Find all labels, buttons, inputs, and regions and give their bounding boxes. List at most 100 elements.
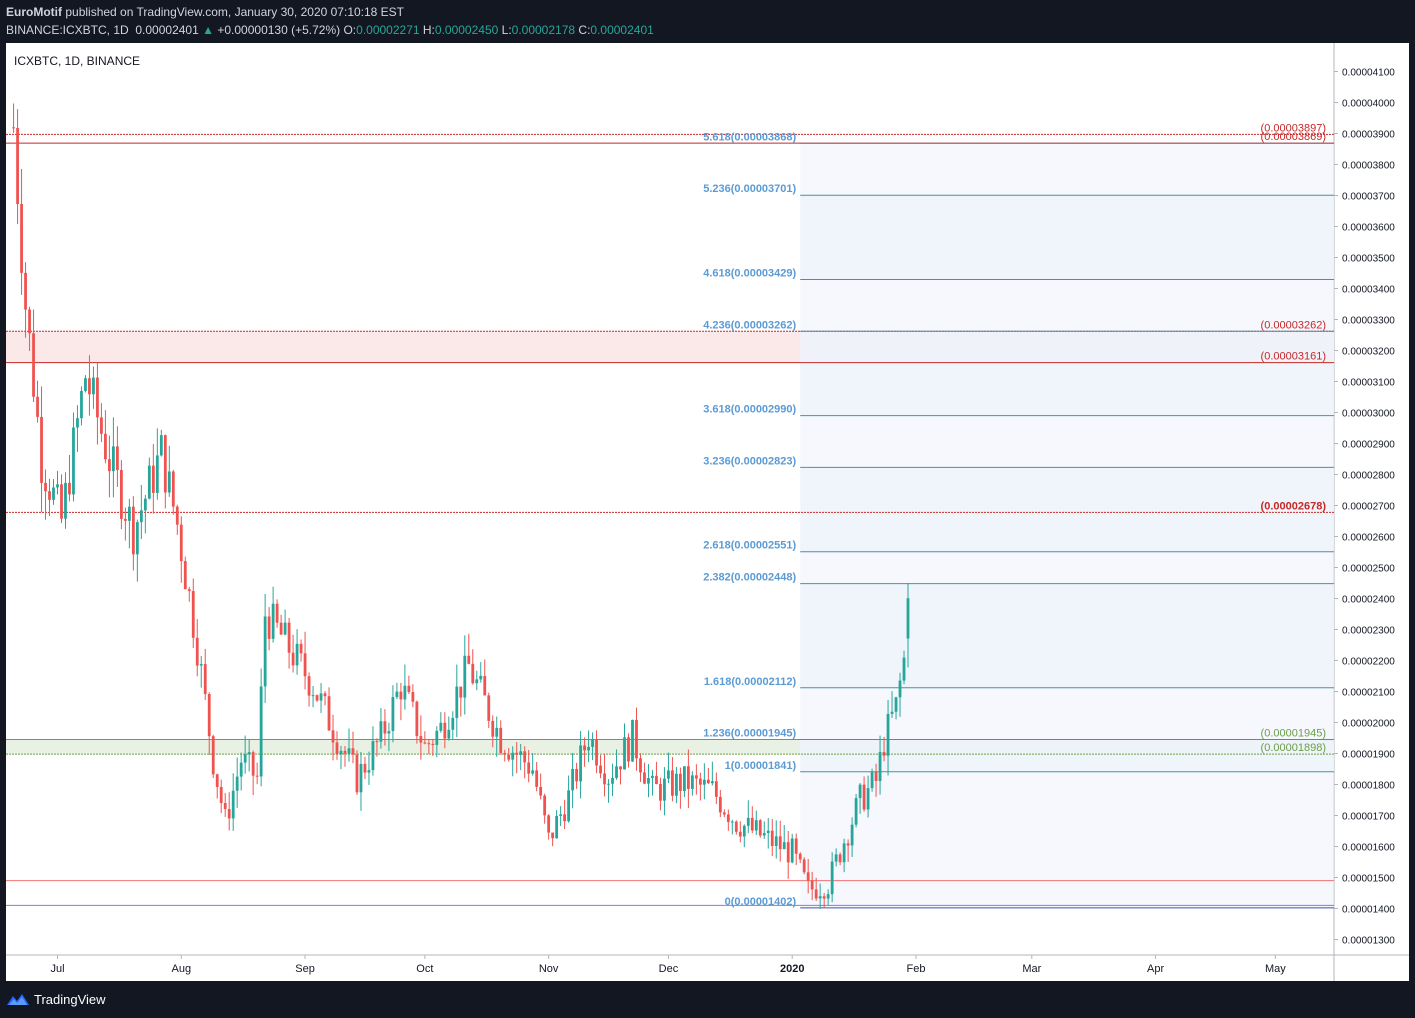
candle-body-up <box>447 729 451 739</box>
candle-body-down <box>778 836 782 850</box>
published-text: published on TradingView.com, January 30… <box>65 5 405 19</box>
candle-body-up <box>127 506 131 521</box>
candle-body-down <box>563 814 567 822</box>
y-tick-label-13: 0.00002600 <box>1342 533 1395 544</box>
candle-body-down <box>255 775 259 777</box>
chart-header: EuroMotif published on TradingView.com, … <box>0 0 1415 43</box>
price-chart-svg[interactable]: ICXBTC, 1D, BINANCE (0.00003897)(0.000038… <box>6 43 1409 981</box>
candle-body-down <box>786 842 790 863</box>
candle-body-down <box>471 663 475 684</box>
candle-body-down <box>419 736 423 743</box>
fib-band-9 <box>800 195 1334 280</box>
candle-body-up <box>435 730 439 745</box>
y-tick-label-22: 0.00003500 <box>1342 254 1395 265</box>
candle-body-up <box>878 752 882 782</box>
candle-body-down <box>750 817 754 831</box>
candle-body-down <box>467 655 471 664</box>
candle-body-down <box>547 815 551 833</box>
y-tick-label-24: 0.00003700 <box>1342 192 1395 203</box>
candle-body-down <box>718 796 722 813</box>
candle-body-down <box>119 470 123 519</box>
candle-body-up <box>555 815 559 839</box>
candle-body-down <box>131 506 135 555</box>
candle-body-down <box>694 775 698 779</box>
candle-body-up <box>247 752 251 755</box>
candle-body-up <box>830 861 834 895</box>
candle-body-down <box>227 809 231 819</box>
candle-body-down <box>179 524 183 562</box>
author-name[interactable]: EuroMotif <box>6 5 62 19</box>
candle-body-down <box>423 742 427 744</box>
y-tick-label-18: 0.00003100 <box>1342 378 1395 389</box>
candle-body-down <box>738 831 742 837</box>
candle-body-up <box>858 784 862 799</box>
candle-body-down <box>100 417 103 434</box>
candle-body-down <box>726 814 730 822</box>
candle-body-up <box>579 745 582 782</box>
y-tick-label-25: 0.00003800 <box>1342 161 1395 172</box>
x-tick-label-0: Jul <box>50 963 64 975</box>
candle-body-down <box>459 686 463 698</box>
symbol-label: BINANCE:ICXBTC, 1D <box>6 23 129 37</box>
candle-body-down <box>862 784 866 810</box>
candle-body-down <box>714 781 718 797</box>
candle-body-up <box>199 664 203 666</box>
candle-body-up <box>559 814 563 816</box>
y-tick-label-8: 0.00002100 <box>1342 688 1395 699</box>
close-label: C: <box>578 23 591 37</box>
candle-body-down <box>698 778 702 785</box>
candle-body-up <box>92 377 95 395</box>
y-tick-label-16: 0.00002900 <box>1342 440 1395 451</box>
last-price: 0.00002401 <box>135 23 199 37</box>
candle-body-down <box>299 643 303 654</box>
candle-body-up <box>675 773 678 796</box>
candle-body-down <box>363 763 367 773</box>
candle-body-down <box>28 309 31 334</box>
candle-body-up <box>379 721 383 742</box>
candle-body-up <box>243 754 247 763</box>
y-tick-label-0: 0.00001300 <box>1342 936 1395 947</box>
candle-body-up <box>906 598 910 639</box>
x-tick-label-7: Feb <box>907 963 926 975</box>
candle-body-up <box>623 737 626 770</box>
candle-body-up <box>167 471 171 493</box>
candle-body-down <box>60 484 63 519</box>
candle-body-up <box>730 821 734 823</box>
candle-body-up <box>231 790 235 819</box>
candle-body-down <box>770 830 774 846</box>
candle-body-up <box>72 427 75 495</box>
candle-body-down <box>88 378 91 395</box>
candle-body-up <box>651 775 654 779</box>
candle-body-down <box>798 853 802 860</box>
candle-body-up <box>850 824 854 846</box>
candle-body-down <box>48 491 51 500</box>
fib-label-0: 0(0.00001402) <box>725 896 797 908</box>
candle-body-down <box>151 465 155 493</box>
fib-band-2 <box>800 687 1334 740</box>
candle-body-down <box>415 701 419 737</box>
x-tick-label-10: May <box>1265 963 1286 975</box>
candle-body-up <box>239 762 243 777</box>
x-tick-label-3: Oct <box>416 963 433 975</box>
candle-body-down <box>758 820 762 836</box>
candle-body-up <box>746 817 750 826</box>
candle-body-down <box>108 459 111 472</box>
candle-body-up <box>647 778 650 784</box>
chart-area[interactable]: ICXBTC, 1D, BINANCE (0.00003897) (0.000038… <box>6 43 1409 981</box>
y-tick-label-19: 0.00003200 <box>1342 347 1395 358</box>
candle-body-up <box>439 722 443 731</box>
candle-body-down <box>635 719 638 759</box>
candle-body-up <box>774 836 778 846</box>
candle-body-up <box>762 833 766 836</box>
candle-body-down <box>215 774 219 787</box>
candle-body-down <box>507 754 511 760</box>
price-change: +0.00000130 (+5.72%) <box>217 23 341 37</box>
candle-body-up <box>790 838 794 863</box>
fib-label-4: 2.382(0.00002448) <box>703 572 796 584</box>
tradingview-brand[interactable]: TradingView <box>34 992 106 1007</box>
candle-body-up <box>64 482 67 519</box>
y-tick-label-11: 0.00002400 <box>1342 595 1395 606</box>
fib-label-6: 3.236(0.00002823) <box>703 455 796 467</box>
candle-body-down <box>487 695 491 721</box>
fib-label-9: 4.618(0.00003429) <box>703 268 796 280</box>
